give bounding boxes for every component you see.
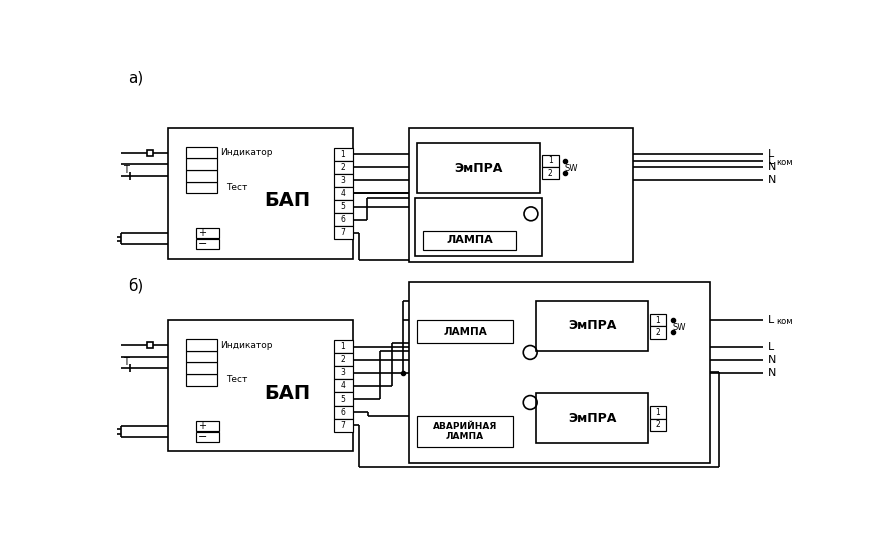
Bar	[423, 231, 516, 250]
Bar	[334, 187, 353, 200]
Bar	[186, 362, 217, 374]
Bar	[186, 339, 217, 351]
Bar	[536, 301, 648, 351]
Bar	[168, 128, 353, 258]
Bar	[196, 432, 219, 442]
Text: БАП: БАП	[265, 191, 311, 210]
Bar	[334, 213, 353, 226]
Bar	[186, 158, 217, 170]
Bar	[409, 282, 710, 463]
Bar	[334, 379, 353, 393]
Bar	[334, 419, 353, 432]
Text: L: L	[768, 149, 774, 159]
Bar	[542, 155, 558, 167]
Text: ЭмПРА: ЭмПРА	[568, 412, 616, 425]
Bar	[536, 393, 648, 443]
Text: 6: 6	[341, 215, 345, 224]
Bar	[334, 405, 353, 419]
Text: 2: 2	[341, 355, 345, 364]
Text: 3: 3	[341, 368, 345, 377]
Text: −: −	[197, 432, 207, 442]
Bar	[334, 200, 353, 213]
Text: 7: 7	[341, 421, 345, 430]
Text: +: +	[198, 228, 206, 239]
Text: 5: 5	[341, 202, 345, 211]
Bar	[542, 167, 558, 179]
Bar	[186, 374, 217, 386]
Bar	[196, 239, 219, 249]
Bar	[417, 143, 540, 193]
Text: ЭмПРА: ЭмПРА	[454, 162, 503, 174]
Bar	[334, 226, 353, 239]
Text: N: N	[768, 175, 776, 185]
Bar	[334, 366, 353, 379]
Text: АВАРИЙНАЯ
ЛАМПА: АВАРИЙНАЯ ЛАМПА	[433, 422, 497, 442]
Bar	[650, 406, 666, 419]
Text: N: N	[768, 162, 776, 172]
Text: 1: 1	[548, 156, 552, 165]
Text: Тест: Тест	[227, 375, 248, 384]
Text: Т: Т	[123, 357, 128, 367]
Text: Индикатор: Индикатор	[219, 148, 273, 157]
Bar	[186, 147, 217, 158]
Bar	[334, 174, 353, 187]
Bar	[409, 128, 633, 262]
Bar	[334, 393, 353, 405]
Text: а): а)	[128, 70, 143, 85]
Text: Индикатор: Индикатор	[219, 340, 273, 350]
Text: ЛАМПА: ЛАМПА	[443, 327, 487, 337]
Text: +: +	[198, 421, 206, 431]
Text: 2: 2	[548, 168, 552, 178]
Text: ЭмПРА: ЭмПРА	[568, 320, 616, 332]
Text: 1: 1	[341, 150, 345, 158]
Bar	[650, 419, 666, 431]
Bar	[196, 228, 219, 239]
Text: 4: 4	[341, 382, 345, 390]
Bar	[650, 326, 666, 339]
Text: БАП: БАП	[265, 384, 311, 403]
Text: 3: 3	[341, 176, 345, 185]
Text: N: N	[768, 355, 776, 365]
Text: ком: ком	[776, 317, 792, 326]
Bar	[415, 199, 543, 256]
Bar	[196, 421, 219, 431]
Text: 4: 4	[341, 189, 345, 198]
Text: 2: 2	[341, 163, 345, 172]
Text: ком: ком	[776, 158, 792, 167]
Text: 1: 1	[656, 408, 660, 417]
Text: 2: 2	[656, 420, 660, 430]
Text: L: L	[768, 156, 774, 166]
Bar	[186, 182, 217, 193]
Text: −: −	[197, 239, 207, 249]
Text: ЛАМПА: ЛАМПА	[446, 235, 493, 245]
Bar	[334, 161, 353, 174]
Text: Тест: Тест	[227, 183, 248, 192]
Text: N: N	[768, 368, 776, 378]
Bar	[334, 340, 353, 353]
Text: L: L	[768, 342, 774, 351]
Text: 7: 7	[341, 228, 345, 237]
Text: 1: 1	[656, 316, 660, 324]
Bar	[650, 314, 666, 326]
Bar	[334, 147, 353, 161]
Bar	[334, 353, 353, 366]
Text: 1: 1	[341, 342, 345, 351]
Text: Т: Т	[123, 164, 128, 174]
Bar	[186, 351, 217, 362]
Text: SW: SW	[672, 323, 686, 332]
Text: SW: SW	[565, 164, 578, 173]
Text: L: L	[768, 315, 774, 325]
Bar	[186, 170, 217, 182]
Text: 5: 5	[341, 394, 345, 404]
Bar	[417, 416, 513, 447]
Text: 6: 6	[341, 408, 345, 416]
Text: 2: 2	[656, 328, 660, 337]
Bar	[168, 320, 353, 451]
Bar	[417, 320, 513, 343]
Text: б): б)	[128, 278, 143, 293]
